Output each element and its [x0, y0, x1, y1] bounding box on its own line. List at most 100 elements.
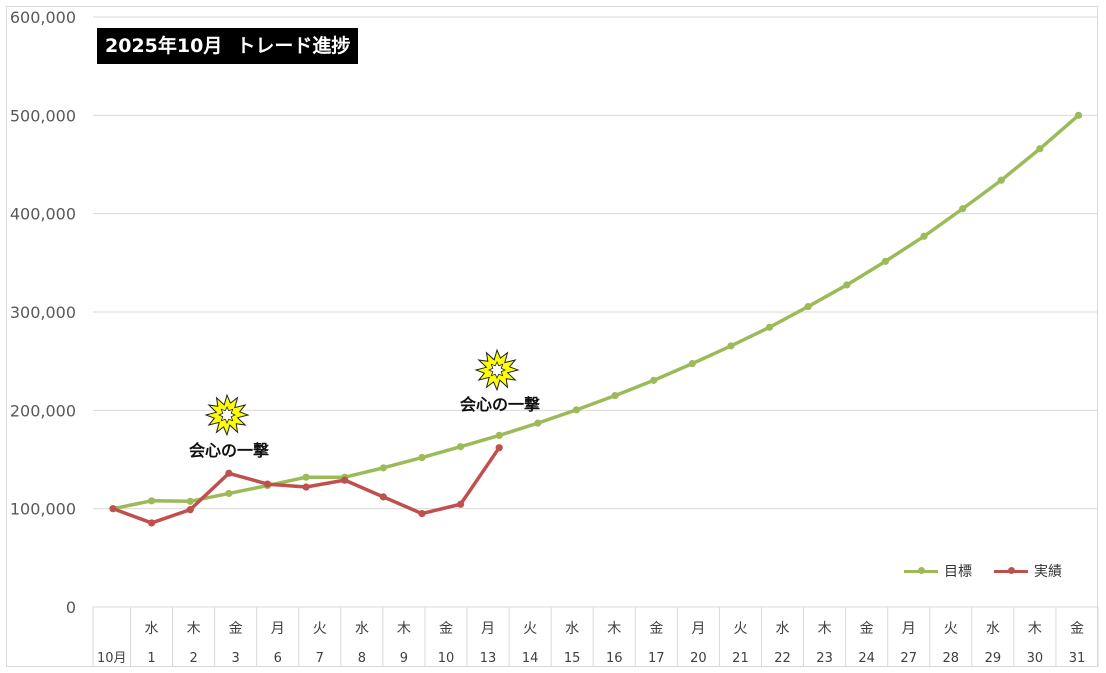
y-tick-label: 600,000	[10, 8, 76, 27]
series-actual-point	[341, 476, 349, 484]
x-day-label: 7	[316, 651, 324, 666]
annotation: 会心の一撃	[460, 348, 540, 414]
y-tick-label: 100,000	[10, 500, 76, 519]
x-day-label: 9	[400, 651, 408, 666]
series-actual	[109, 444, 503, 527]
series-target-point	[302, 473, 310, 481]
x-day-label: 21	[732, 651, 749, 666]
x-weekday-label: 火	[733, 621, 747, 637]
series-actual-point	[495, 444, 503, 452]
x-day-label: 29	[985, 651, 1002, 666]
x-weekday-label: 金	[649, 621, 663, 637]
series-target-point	[843, 281, 851, 289]
x-weekday-label: 水	[355, 621, 369, 637]
series-target-point	[997, 176, 1005, 184]
series-target-point	[495, 431, 503, 440]
series-target-point	[456, 443, 465, 451]
x-weekday-label: 水	[565, 621, 579, 637]
series-target-point	[534, 419, 542, 427]
x-weekday-label: 月	[691, 621, 705, 637]
legend-item-target: 目標	[904, 561, 972, 581]
x-day-label: 1	[147, 651, 155, 666]
series-target-point	[225, 489, 233, 498]
series-target-point	[1074, 111, 1083, 119]
y-tick-label: 400,000	[10, 205, 76, 224]
x-day-label: 15	[564, 651, 581, 666]
series-actual-point	[186, 506, 194, 514]
series-actual-point	[148, 519, 156, 527]
x-axis: 10月水1木2金3月6火7水8木9金10月13火14水15木16金17月20火2…	[92, 606, 1099, 667]
legend-swatch-target	[904, 567, 938, 574]
series-actual-point	[263, 480, 272, 488]
series-target-point	[148, 497, 156, 505]
x-weekday-label: 月	[271, 621, 285, 637]
x-weekday-label: 木	[397, 621, 411, 637]
starburst-core	[218, 406, 236, 424]
legend-swatch-actual	[994, 567, 1028, 574]
x-weekday-label: 金	[229, 621, 243, 637]
chart-title-label: トレード進捗	[236, 35, 351, 57]
series-target-point	[186, 497, 194, 505]
x-day-label: 20	[690, 651, 707, 666]
x-weekday-label: 金	[439, 621, 453, 637]
y-tick-label: 200,000	[10, 401, 76, 420]
series-target-point	[920, 232, 928, 240]
annotation-label: 会心の一撃	[189, 441, 269, 460]
x-day-label: 3	[232, 651, 240, 666]
x-weekday-label: 水	[145, 621, 159, 637]
x-weekday-label: 火	[313, 621, 327, 637]
series-target-point	[688, 360, 696, 368]
series-actual-point	[379, 493, 387, 501]
series-target-point	[611, 391, 619, 400]
series-target-point	[804, 302, 812, 311]
series-actual-point	[225, 469, 233, 477]
x-day-label: 16	[606, 651, 623, 666]
grid-layer	[93, 16, 1098, 510]
x-weekday-label: 水	[776, 621, 790, 637]
series-actual-point	[302, 483, 310, 491]
x-day-label: 22	[774, 651, 791, 666]
x-weekday-label: 月	[481, 621, 495, 637]
x-day-label: 8	[358, 651, 366, 666]
series-layer	[109, 111, 1083, 527]
x-day-label: 2	[189, 651, 197, 666]
series-target-point	[572, 406, 581, 414]
series-target-point	[650, 376, 658, 384]
series-target-point	[379, 464, 387, 472]
x-weekday-label: 木	[187, 621, 201, 637]
y-tick-label: 0	[66, 598, 76, 617]
x-weekday-label: 木	[607, 621, 621, 637]
x-weekday-label: 木	[1028, 621, 1042, 637]
series-actual-point	[456, 500, 465, 508]
x-day-label: 31	[1069, 651, 1086, 666]
x-weekday-label: 木	[818, 621, 832, 637]
x-day-label: 13	[480, 651, 497, 666]
x-day-label: 24	[858, 651, 875, 666]
x-day-label: 30	[1027, 651, 1044, 666]
series-actual-point	[109, 505, 117, 513]
x-day-label: 14	[522, 651, 539, 666]
x-day-label: 27	[900, 651, 917, 666]
x-day-label: 10	[438, 651, 455, 666]
series-target-point	[765, 323, 774, 331]
legend-label-actual: 実績	[1034, 564, 1062, 580]
starburst-core	[488, 361, 506, 379]
chart-title-date: 2025年10月	[105, 35, 223, 57]
x-weekday-label: 火	[944, 621, 958, 637]
y-tick-label: 500,000	[10, 106, 76, 125]
y-tick-label: 300,000	[10, 303, 76, 322]
chart-frame	[6, 6, 1098, 667]
x-weekday-label: 金	[860, 621, 874, 637]
x-day-label: 6	[274, 651, 282, 666]
series-target-point	[881, 257, 890, 265]
legend-label-target: 目標	[944, 564, 972, 580]
x-weekday-label: 火	[523, 621, 537, 637]
series-target-point	[418, 453, 426, 462]
legend: 目標 実績	[904, 561, 1062, 581]
x-weekday-label: 月	[902, 621, 916, 637]
series-target-point	[1036, 145, 1044, 153]
x-weekday-label: 金	[1070, 621, 1084, 637]
chart-title: 2025年10月 トレード進捗	[97, 28, 359, 64]
